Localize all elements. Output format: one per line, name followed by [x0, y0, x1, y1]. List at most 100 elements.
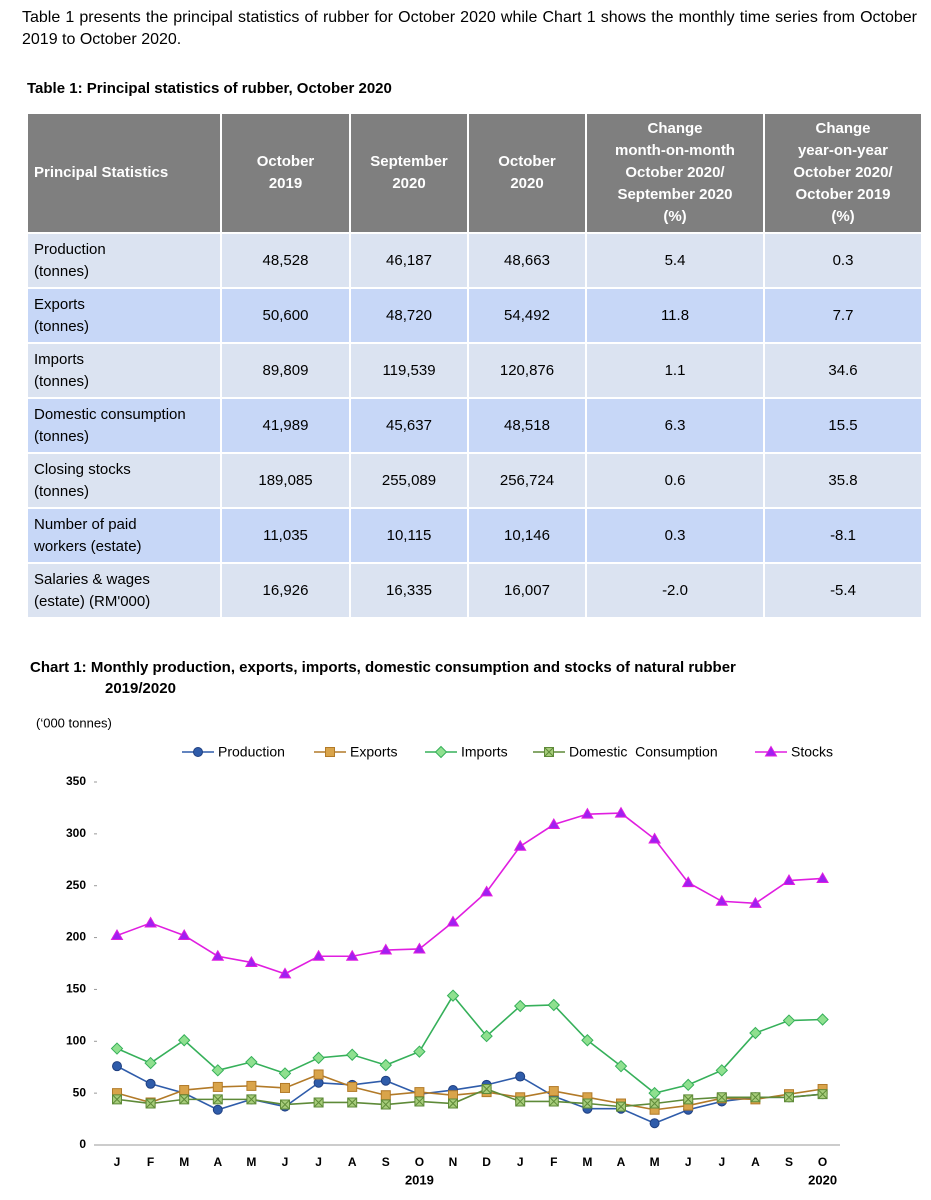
header-cell: September 2020: [349, 112, 469, 234]
data-point: [817, 1089, 828, 1100]
data-point: [380, 1090, 391, 1101]
data-point: [616, 1101, 626, 1112]
data-point: [280, 1082, 290, 1093]
y-tick-label: 50: [73, 1085, 87, 1099]
data-point: [245, 955, 258, 967]
data-point: [345, 949, 359, 961]
x-tick-label: A: [617, 1155, 626, 1169]
data-point: [211, 949, 225, 961]
value-cell: -5.4: [763, 562, 923, 619]
value-cell: 11.8: [585, 287, 765, 344]
data-point: [715, 894, 729, 906]
value-cell: 7.7: [763, 287, 923, 344]
series-line: [116, 1065, 823, 1125]
value-cell: -2.0: [585, 562, 765, 619]
data-point: [212, 1094, 223, 1105]
x-tick-label: M: [650, 1155, 660, 1169]
legend-label: Stocks: [791, 744, 833, 760]
y-tick-label: 100: [66, 1033, 86, 1047]
data-point: [379, 943, 393, 955]
data-point: [110, 928, 124, 940]
header-cell: October 2020: [467, 112, 587, 234]
data-point: [177, 1034, 191, 1047]
x-tick-label: S: [785, 1155, 793, 1169]
legend-label: Imports: [461, 744, 508, 760]
x-tick-label: J: [685, 1155, 692, 1169]
data-point: [448, 1098, 458, 1109]
y-tick-label: 0: [79, 1137, 86, 1151]
series-line: [116, 1088, 823, 1108]
x-tick-label: S: [382, 1155, 390, 1169]
data-point: [548, 1086, 559, 1097]
data-point: [313, 1069, 324, 1080]
value-cell: 16,007: [467, 562, 587, 619]
value-cell: 189,085: [220, 452, 351, 509]
value-cell: 10,115: [349, 507, 469, 564]
data-point: [784, 1092, 794, 1103]
label-cell: Number of paid workers (estate): [26, 507, 222, 564]
data-point: [212, 1081, 223, 1092]
data-point: [414, 1087, 425, 1098]
y-tick-label: 150: [66, 982, 86, 996]
table-row: Exports (tonnes) 50,600 48,720 54,492 11.8 7.…: [26, 287, 923, 344]
x-tick-label: J: [517, 1155, 524, 1169]
data-point: [681, 876, 695, 888]
legend-label: Exports: [350, 744, 397, 760]
data-point: [380, 1099, 391, 1110]
value-cell: 48,528: [220, 232, 351, 289]
data-point: [614, 806, 628, 818]
label-cell: Domestic consumption (tonnes): [26, 397, 222, 454]
value-cell: 15.5: [763, 397, 923, 454]
data-point: [649, 1118, 660, 1129]
value-cell: 16,926: [220, 562, 351, 619]
table-row: Production (tonnes) 48,528 46,187 48,663 5.4…: [26, 232, 923, 289]
x-group-label: 2019: [405, 1172, 434, 1187]
chart-title: Chart 1: Monthly production, exports, im…: [30, 659, 736, 697]
data-point: [413, 942, 426, 954]
series-line: [116, 994, 823, 1095]
data-point: [313, 1097, 324, 1108]
value-cell: 48,663: [467, 232, 587, 289]
value-cell: 54,492: [467, 287, 587, 344]
table-row: Imports (tonnes) 89,809 119,539 120,876 1.1 3…: [26, 342, 923, 399]
data-point: [347, 1081, 358, 1092]
data-point: [715, 1064, 729, 1077]
data-point: [245, 1055, 258, 1069]
data-point: [246, 1094, 257, 1105]
x-tick-label: A: [213, 1155, 222, 1169]
table-title: Table 1: Principal statistics of rubber,…: [27, 80, 392, 97]
series-line: [116, 812, 823, 975]
data-point: [211, 1064, 225, 1077]
header-cell: October 2019: [220, 112, 351, 234]
data-point: [278, 1067, 292, 1080]
data-point: [112, 1061, 122, 1072]
data-point: [614, 1059, 628, 1073]
label-cell: Salaries & wages (estate) (RM'000): [26, 562, 222, 619]
data-point: [547, 818, 561, 830]
value-cell: 0.3: [763, 232, 923, 289]
x-tick-label: A: [751, 1155, 760, 1169]
data-point: [716, 1092, 727, 1103]
label-cell: Production (tonnes): [26, 232, 222, 289]
data-point: [448, 1090, 458, 1101]
x-tick-label: J: [282, 1155, 289, 1169]
data-point: [145, 1078, 156, 1089]
data-point: [212, 1104, 223, 1115]
data-point: [683, 1094, 694, 1105]
label-cell: Closing stocks (tonnes): [26, 452, 222, 509]
data-point: [480, 885, 493, 897]
value-cell: -8.1: [763, 507, 923, 564]
y-tick-label: 300: [66, 826, 86, 840]
x-tick-label: J: [114, 1155, 121, 1169]
chart: (‘000 tonnes) 0 50 100 150 200 250 300 350 J F M A M…: [36, 715, 840, 1187]
data-point: [749, 1026, 762, 1040]
data-point: [144, 1056, 157, 1070]
header-cell: Change year-on-year October 2020/ Octobe…: [763, 112, 923, 234]
data-point: [515, 1096, 526, 1107]
x-tick-label: O: [818, 1155, 827, 1169]
value-cell: 48,518: [467, 397, 587, 454]
y-tick-label: 350: [66, 774, 86, 788]
label-cell: Exports (tonnes): [26, 287, 222, 344]
data-point: [782, 1014, 796, 1027]
